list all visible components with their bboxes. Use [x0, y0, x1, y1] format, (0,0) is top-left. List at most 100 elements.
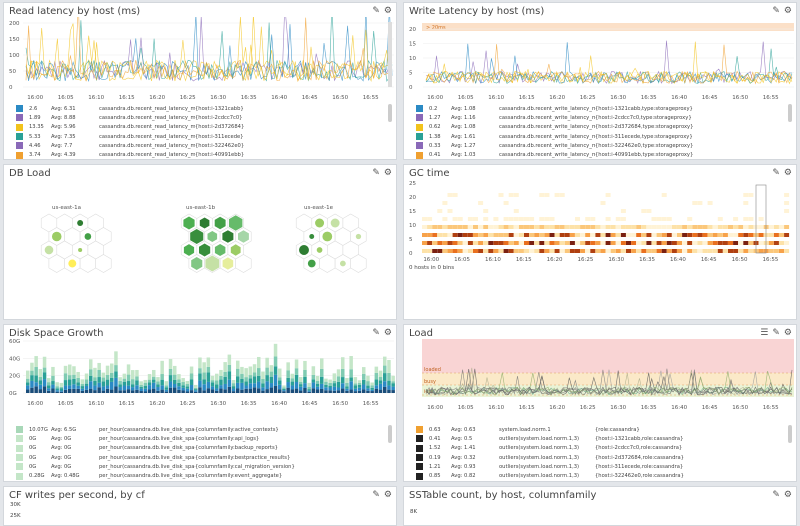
legend-row[interactable]: 0G Avg: 0G per_hour(cassandra.db.live_disk…: [16, 453, 305, 462]
disk-bar-segment: [160, 379, 164, 386]
disk-bar-segment: [59, 388, 64, 391]
gear-icon[interactable]: ⚙: [383, 6, 392, 16]
heatmap-cell: [544, 249, 550, 253]
disk-bar-segment: [336, 369, 341, 377]
pencil-icon[interactable]: ✎: [772, 328, 780, 338]
disk-bar-segment: [336, 390, 341, 393]
disk-bar-segment: [311, 382, 316, 389]
disk-bar-segment: [236, 368, 240, 377]
disk-bar-segment: [248, 388, 253, 393]
disk-bar-segment: [240, 373, 244, 379]
heatmap-cell: [544, 193, 550, 197]
heatmap-cell: [513, 193, 519, 197]
pencil-icon[interactable]: ✎: [772, 168, 780, 178]
disk-space-chart: 60G 40G 20G 0G 16:00 16:05 16:10 16:15 16:20 16:2…: [9, 339, 395, 407]
disk-bar-segment: [294, 359, 299, 369]
legend-row[interactable]: 0.41 Avg: 1.03 cassandra.db.recent_write_l…: [416, 150, 705, 159]
disk-bar-segment: [206, 357, 211, 367]
disk-bar-segment: [47, 382, 51, 386]
heatmap-cell: [605, 241, 611, 245]
legend-row[interactable]: 10.07G Avg: 6.5G per_hour(cassandra.db.liv…: [16, 425, 305, 434]
legend-row[interactable]: 1.52 Avg: 1.41 outliers(system.load.norm.1…: [416, 444, 705, 453]
legend-row[interactable]: 4.46 Avg: 7.7 cassandra.db.recent_read_lat…: [16, 141, 305, 150]
heatmap-cell: [779, 225, 784, 229]
disk-bar-segment: [349, 389, 353, 393]
legend-host: {host:i-2d372684,role:cassandra}: [595, 454, 684, 461]
pencil-icon[interactable]: ✎: [372, 6, 380, 16]
legend-row[interactable]: 5.33 Avg: 7.35 cassandra.db.recent_read_la…: [16, 132, 305, 141]
disk-bar-segment: [252, 372, 257, 377]
heatmap-cell: [707, 249, 713, 253]
legend-row[interactable]: 0.2 Avg: 1.08 cassandra.db.recent_write_la…: [416, 104, 705, 113]
pencil-icon[interactable]: ✎: [372, 490, 380, 500]
disk-bar-segment: [152, 388, 156, 393]
gear-icon[interactable]: ⚙: [383, 490, 392, 500]
disk-bar-segment: [156, 377, 160, 382]
heatmap-cell: [595, 249, 601, 253]
heatmap-cell: [580, 233, 586, 237]
heatmap-cell: [488, 225, 494, 229]
heatmap-cell: [692, 233, 698, 237]
list-icon[interactable]: ☰: [760, 328, 769, 338]
host-marker: [214, 216, 226, 230]
disk-bar-segment: [257, 356, 261, 369]
pencil-icon[interactable]: ✎: [372, 168, 380, 178]
heatmap-cell: [707, 201, 713, 205]
disk-bar-segment: [164, 381, 169, 386]
legend-row[interactable]: 2.6 Avg: 6.31 cassandra.db.recent_read_lat…: [16, 104, 305, 113]
legend-row[interactable]: 13.35 Avg: 5.96 cassandra.db.recent_read_l…: [16, 123, 305, 132]
legend-scrollbar[interactable]: [788, 425, 792, 443]
disk-bar-segment: [299, 377, 303, 382]
heatmap-cell: [427, 249, 433, 253]
legend-row[interactable]: 0.19 Avg: 0.32 outliers(system.load.norm.1…: [416, 453, 705, 462]
disk-bar-segment: [105, 365, 110, 375]
disk-bar-segment: [63, 389, 68, 393]
legend-row[interactable]: 0.62 Avg: 1.08 cassandra.db.recent_write_l…: [416, 123, 705, 132]
legend-row[interactable]: 0.85 Avg: 0.82 outliers(system.load.norm.1…: [416, 471, 705, 480]
disk-bar-segment: [168, 359, 173, 369]
legend-row[interactable]: 1.38 Avg: 1.61 cassandra.db.recent_write_l…: [416, 132, 705, 141]
heatmap-cell: [707, 233, 713, 237]
disk-legend: 10.07G Avg: 6.5G per_hour(cassandra.db.liv…: [16, 425, 305, 481]
legend-row[interactable]: 0.41 Avg: 0.5 outliers(system.load.norm.1,…: [416, 434, 705, 443]
legend-row[interactable]: 0.63 Avg: 0.63 system.load.norm.1 {role:cas…: [416, 425, 705, 434]
threshold-label: > 20ms: [426, 25, 446, 31]
gear-icon[interactable]: ⚙: [783, 490, 792, 500]
legend-row[interactable]: 0.33 Avg: 1.27 cassandra.db.recent_write_l…: [416, 141, 705, 150]
gear-icon[interactable]: ⚙: [383, 328, 392, 338]
disk-bar-segment: [42, 372, 47, 380]
disk-bar-segment: [315, 376, 320, 382]
heatmap-cell: [656, 217, 662, 221]
disk-bar-segment: [198, 387, 202, 393]
host-marker: [330, 218, 340, 228]
legend-row[interactable]: 1.89 Avg: 8.88 cassandra.db.recent_read_la…: [16, 113, 305, 122]
disk-bar-segment: [202, 379, 206, 385]
legend-row[interactable]: 0G Avg: 0G per_hour(cassandra.db.live_disk…: [16, 462, 305, 471]
legend-scrollbar[interactable]: [788, 104, 792, 122]
pencil-icon[interactable]: ✎: [772, 6, 780, 16]
pencil-icon[interactable]: ✎: [772, 490, 780, 500]
heatmap-cell: [457, 217, 463, 221]
legend-row[interactable]: 0G Avg: 0G per_hour(cassandra.db.live_disk…: [16, 444, 305, 453]
legend-row[interactable]: 1.21 Avg: 0.93 outliers(system.load.norm.1…: [416, 462, 705, 471]
x-tick-label: 16:15: [119, 401, 135, 407]
legend-scrollbar[interactable]: [388, 425, 392, 443]
disk-bar-segment: [223, 383, 227, 390]
series-line: [25, 17, 393, 83]
legend-row[interactable]: 0G Avg: 0G per_hour(cassandra.db.live_disk…: [16, 434, 305, 443]
panel-title: Write Latency by host (ms): [409, 6, 545, 17]
pencil-icon[interactable]: ✎: [372, 328, 380, 338]
heatmap-cell: [620, 249, 626, 253]
legend-metric: cassandra.db.recent_read_latency_mic...: [99, 152, 195, 159]
gear-icon[interactable]: ⚙: [383, 168, 392, 178]
gear-icon[interactable]: ⚙: [783, 328, 792, 338]
heatmap-cell: [712, 225, 718, 229]
legend-row[interactable]: 3.74 Avg: 4.39 cassandra.db.recent_read_la…: [16, 150, 305, 159]
legend-scrollbar[interactable]: [388, 104, 392, 122]
heatmap-cell: [610, 249, 616, 253]
legend-row[interactable]: 0.28G Avg: 0.48G per_hour(cassandra.db.liv…: [16, 471, 305, 480]
heatmap-cell: [728, 241, 733, 245]
gear-icon[interactable]: ⚙: [783, 6, 792, 16]
gear-icon[interactable]: ⚙: [783, 168, 792, 178]
legend-row[interactable]: 1.27 Avg: 1.16 cassandra.db.recent_write_l…: [416, 113, 705, 122]
